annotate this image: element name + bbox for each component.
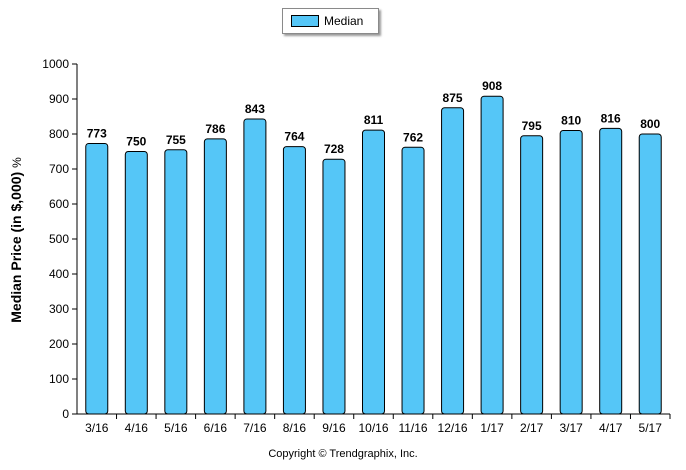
data-label: 795 xyxy=(522,119,542,133)
data-label: 908 xyxy=(482,79,502,93)
bar xyxy=(164,149,188,415)
x-tick-label: 11/16 xyxy=(398,421,427,435)
bar xyxy=(441,107,465,415)
data-label: 762 xyxy=(403,130,423,144)
x-tick-label: 6/16 xyxy=(204,421,228,435)
x-tick-label: 5/17 xyxy=(639,421,663,435)
x-tick-label: 7/16 xyxy=(243,421,267,435)
y-tick-label: 600 xyxy=(49,197,69,211)
bar xyxy=(480,95,504,415)
y-tick-label: 500 xyxy=(49,232,69,246)
bar xyxy=(638,133,662,415)
x-tick-label: 10/16 xyxy=(358,421,388,435)
data-label: 786 xyxy=(205,122,225,136)
y-tick-label: 200 xyxy=(49,337,69,351)
y-tick-label: 700 xyxy=(49,162,69,176)
data-label: 875 xyxy=(443,91,463,105)
y-tick-label: 900 xyxy=(49,92,69,106)
data-label: 810 xyxy=(561,114,581,128)
y-tick-label: 800 xyxy=(49,127,69,141)
data-label: 764 xyxy=(284,130,304,144)
x-tick-label: 8/16 xyxy=(283,421,307,435)
y-tick-label: 1000 xyxy=(42,57,69,71)
bar xyxy=(559,130,583,415)
bar xyxy=(203,138,227,415)
legend-label-median: Median xyxy=(324,14,364,28)
x-tick-label: 9/16 xyxy=(322,421,346,435)
bar xyxy=(362,129,385,415)
bar xyxy=(282,146,306,415)
chart-legend: Median xyxy=(282,8,379,34)
bar xyxy=(599,127,623,415)
copyright-text: Copyright © Trendgraphix, Inc. xyxy=(268,448,418,460)
bar xyxy=(520,135,544,415)
x-tick-label: 3/17 xyxy=(559,421,583,435)
y-tick-label: 400 xyxy=(49,267,69,281)
legend-swatch-median xyxy=(291,15,319,27)
y-tick-label: 300 xyxy=(49,302,69,316)
data-label: 811 xyxy=(364,113,384,127)
x-tick-label: 1/17 xyxy=(480,421,504,435)
x-tick-label: 4/17 xyxy=(599,421,623,435)
data-label: 800 xyxy=(640,117,660,131)
x-tick-label: 2/17 xyxy=(520,421,544,435)
y-tick-label: 0 xyxy=(62,407,69,421)
data-label: 773 xyxy=(87,126,107,140)
x-tick-label: 4/16 xyxy=(125,421,149,435)
data-label: 816 xyxy=(601,111,621,125)
bar xyxy=(322,158,346,415)
bar xyxy=(85,142,109,415)
data-label: 843 xyxy=(245,102,265,116)
bar xyxy=(401,146,425,415)
x-tick-label: 3/16 xyxy=(85,421,109,435)
y-tick-label: 100 xyxy=(49,372,69,386)
x-tick-label: 5/16 xyxy=(164,421,188,435)
bar xyxy=(243,118,267,415)
x-tick-label: 12/16 xyxy=(438,421,468,435)
data-label: 755 xyxy=(166,133,186,147)
data-label: 728 xyxy=(324,142,344,156)
data-label: 750 xyxy=(126,135,146,149)
bar xyxy=(124,151,148,415)
